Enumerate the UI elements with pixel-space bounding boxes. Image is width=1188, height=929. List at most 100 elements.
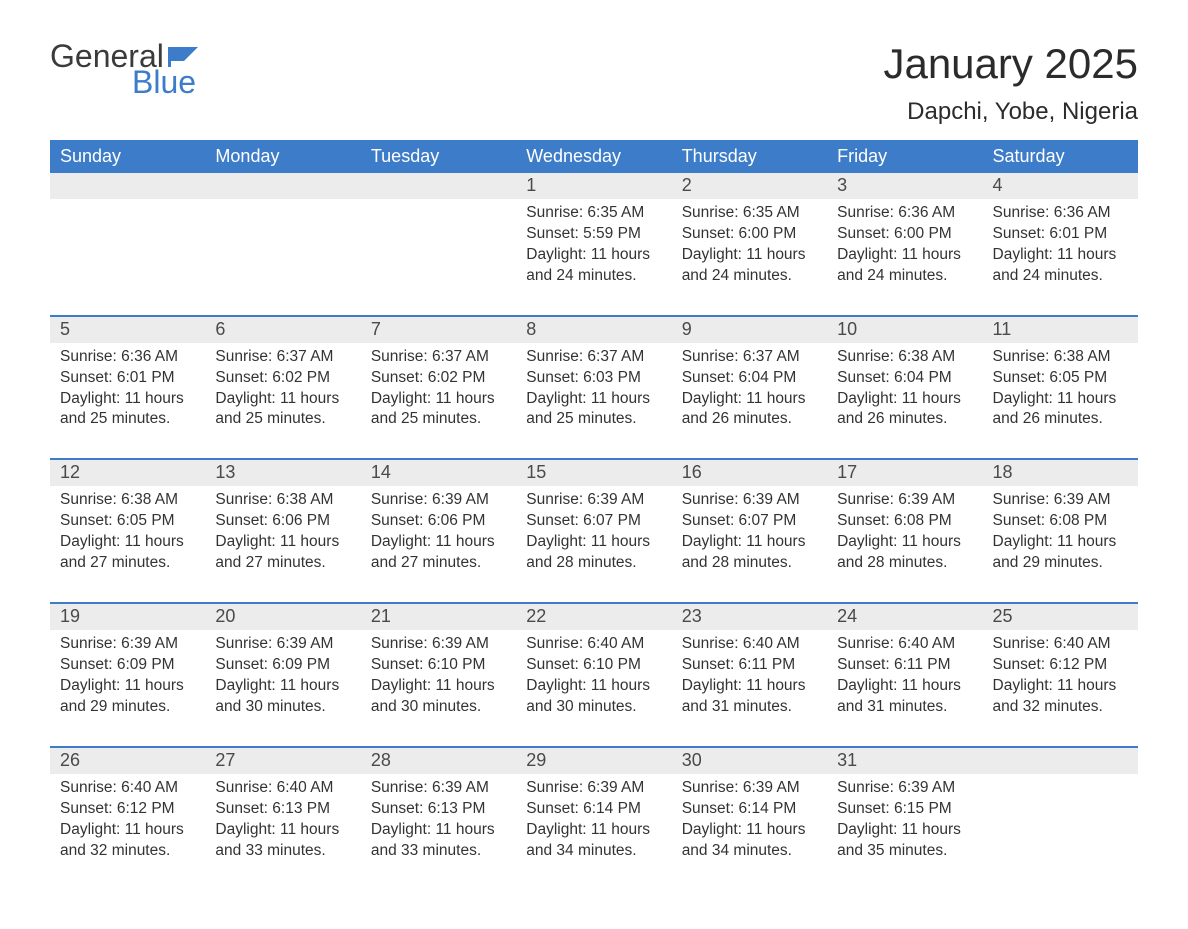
daylight-line: Daylight: 11 hours and 29 minutes. bbox=[993, 532, 1128, 574]
calendar-cell: 19Sunrise: 6:39 AMSunset: 6:09 PMDayligh… bbox=[50, 603, 205, 747]
calendar-cell: 29Sunrise: 6:39 AMSunset: 6:14 PMDayligh… bbox=[516, 747, 671, 890]
sunrise-line: Sunrise: 6:40 AM bbox=[993, 634, 1128, 655]
daynum-empty bbox=[50, 173, 205, 199]
sunset-line: Sunset: 6:06 PM bbox=[371, 511, 506, 532]
day-header: Thursday bbox=[672, 140, 827, 173]
calendar-cell: 7Sunrise: 6:37 AMSunset: 6:02 PMDaylight… bbox=[361, 316, 516, 460]
daynum: 27 bbox=[205, 748, 360, 774]
daylight-line: Daylight: 11 hours and 25 minutes. bbox=[526, 389, 661, 431]
sunset-line: Sunset: 6:11 PM bbox=[837, 655, 972, 676]
sunrise-line: Sunrise: 6:37 AM bbox=[526, 347, 661, 368]
daylight-line: Daylight: 11 hours and 26 minutes. bbox=[837, 389, 972, 431]
logo: General Blue bbox=[50, 40, 204, 98]
day-header: Wednesday bbox=[516, 140, 671, 173]
daynum: 16 bbox=[672, 460, 827, 486]
daynum: 6 bbox=[205, 317, 360, 343]
daynum: 26 bbox=[50, 748, 205, 774]
daybody: Sunrise: 6:39 AMSunset: 6:14 PMDaylight:… bbox=[516, 774, 671, 890]
daynum: 17 bbox=[827, 460, 982, 486]
sunrise-line: Sunrise: 6:37 AM bbox=[215, 347, 350, 368]
sunrise-line: Sunrise: 6:40 AM bbox=[526, 634, 661, 655]
daynum-empty bbox=[361, 173, 516, 199]
daybody: Sunrise: 6:39 AMSunset: 6:10 PMDaylight:… bbox=[361, 630, 516, 746]
daylight-line: Daylight: 11 hours and 30 minutes. bbox=[371, 676, 506, 718]
sunrise-line: Sunrise: 6:39 AM bbox=[371, 778, 506, 799]
sunset-line: Sunset: 6:00 PM bbox=[682, 224, 817, 245]
daybody: Sunrise: 6:40 AMSunset: 6:12 PMDaylight:… bbox=[50, 774, 205, 890]
daybody: Sunrise: 6:39 AMSunset: 6:07 PMDaylight:… bbox=[672, 486, 827, 602]
daybody: Sunrise: 6:35 AMSunset: 5:59 PMDaylight:… bbox=[516, 199, 671, 315]
daybody: Sunrise: 6:38 AMSunset: 6:05 PMDaylight:… bbox=[50, 486, 205, 602]
sunset-line: Sunset: 6:06 PM bbox=[215, 511, 350, 532]
daynum: 15 bbox=[516, 460, 671, 486]
daylight-line: Daylight: 11 hours and 25 minutes. bbox=[371, 389, 506, 431]
daynum-empty bbox=[205, 173, 360, 199]
calendar-cell: 25Sunrise: 6:40 AMSunset: 6:12 PMDayligh… bbox=[983, 603, 1138, 747]
daylight-line: Daylight: 11 hours and 24 minutes. bbox=[993, 245, 1128, 287]
sunset-line: Sunset: 6:01 PM bbox=[993, 224, 1128, 245]
sunrise-line: Sunrise: 6:39 AM bbox=[60, 634, 195, 655]
daylight-line: Daylight: 11 hours and 28 minutes. bbox=[837, 532, 972, 574]
sunset-line: Sunset: 6:15 PM bbox=[837, 799, 972, 820]
calendar-cell: 20Sunrise: 6:39 AMSunset: 6:09 PMDayligh… bbox=[205, 603, 360, 747]
sunrise-line: Sunrise: 6:39 AM bbox=[837, 778, 972, 799]
sunrise-line: Sunrise: 6:38 AM bbox=[837, 347, 972, 368]
daynum: 20 bbox=[205, 604, 360, 630]
calendar-cell: 9Sunrise: 6:37 AMSunset: 6:04 PMDaylight… bbox=[672, 316, 827, 460]
calendar-cell: 26Sunrise: 6:40 AMSunset: 6:12 PMDayligh… bbox=[50, 747, 205, 890]
calendar-cell: 14Sunrise: 6:39 AMSunset: 6:06 PMDayligh… bbox=[361, 459, 516, 603]
sunrise-line: Sunrise: 6:40 AM bbox=[837, 634, 972, 655]
daylight-line: Daylight: 11 hours and 24 minutes. bbox=[837, 245, 972, 287]
sunrise-line: Sunrise: 6:39 AM bbox=[371, 634, 506, 655]
sunset-line: Sunset: 6:12 PM bbox=[993, 655, 1128, 676]
daybody: Sunrise: 6:36 AMSunset: 6:01 PMDaylight:… bbox=[50, 343, 205, 459]
sunset-line: Sunset: 6:10 PM bbox=[371, 655, 506, 676]
daybody: Sunrise: 6:39 AMSunset: 6:13 PMDaylight:… bbox=[361, 774, 516, 890]
daylight-line: Daylight: 11 hours and 34 minutes. bbox=[682, 820, 817, 862]
day-header: Saturday bbox=[983, 140, 1138, 173]
location: Dapchi, Yobe, Nigeria bbox=[883, 98, 1138, 126]
daybody: Sunrise: 6:40 AMSunset: 6:12 PMDaylight:… bbox=[983, 630, 1138, 746]
sunrise-line: Sunrise: 6:39 AM bbox=[526, 490, 661, 511]
logo-word-blue: Blue bbox=[132, 66, 204, 98]
sunrise-line: Sunrise: 6:39 AM bbox=[526, 778, 661, 799]
daynum: 22 bbox=[516, 604, 671, 630]
daybody: Sunrise: 6:39 AMSunset: 6:06 PMDaylight:… bbox=[361, 486, 516, 602]
daybody: Sunrise: 6:40 AMSunset: 6:10 PMDaylight:… bbox=[516, 630, 671, 746]
daynum: 12 bbox=[50, 460, 205, 486]
sunset-line: Sunset: 6:08 PM bbox=[837, 511, 972, 532]
daynum: 9 bbox=[672, 317, 827, 343]
sunset-line: Sunset: 6:14 PM bbox=[526, 799, 661, 820]
sunrise-line: Sunrise: 6:39 AM bbox=[371, 490, 506, 511]
sunrise-line: Sunrise: 6:40 AM bbox=[682, 634, 817, 655]
calendar-cell bbox=[361, 173, 516, 316]
daynum: 21 bbox=[361, 604, 516, 630]
sunrise-line: Sunrise: 6:37 AM bbox=[371, 347, 506, 368]
sunset-line: Sunset: 6:08 PM bbox=[993, 511, 1128, 532]
calendar-week: 1Sunrise: 6:35 AMSunset: 5:59 PMDaylight… bbox=[50, 173, 1138, 316]
sunset-line: Sunset: 6:14 PM bbox=[682, 799, 817, 820]
daybody: Sunrise: 6:39 AMSunset: 6:08 PMDaylight:… bbox=[827, 486, 982, 602]
daybody-empty bbox=[983, 774, 1138, 884]
daylight-line: Daylight: 11 hours and 31 minutes. bbox=[837, 676, 972, 718]
daylight-line: Daylight: 11 hours and 27 minutes. bbox=[371, 532, 506, 574]
daylight-line: Daylight: 11 hours and 29 minutes. bbox=[60, 676, 195, 718]
daylight-line: Daylight: 11 hours and 24 minutes. bbox=[682, 245, 817, 287]
day-header: Tuesday bbox=[361, 140, 516, 173]
daylight-line: Daylight: 11 hours and 28 minutes. bbox=[682, 532, 817, 574]
calendar-cell: 12Sunrise: 6:38 AMSunset: 6:05 PMDayligh… bbox=[50, 459, 205, 603]
day-header: Monday bbox=[205, 140, 360, 173]
sunset-line: Sunset: 5:59 PM bbox=[526, 224, 661, 245]
daynum-empty bbox=[983, 748, 1138, 774]
calendar-cell bbox=[983, 747, 1138, 890]
daylight-line: Daylight: 11 hours and 30 minutes. bbox=[215, 676, 350, 718]
daylight-line: Daylight: 11 hours and 26 minutes. bbox=[993, 389, 1128, 431]
daynum: 18 bbox=[983, 460, 1138, 486]
sunrise-line: Sunrise: 6:36 AM bbox=[837, 203, 972, 224]
daylight-line: Daylight: 11 hours and 33 minutes. bbox=[215, 820, 350, 862]
calendar-cell: 1Sunrise: 6:35 AMSunset: 5:59 PMDaylight… bbox=[516, 173, 671, 316]
daynum: 10 bbox=[827, 317, 982, 343]
daylight-line: Daylight: 11 hours and 32 minutes. bbox=[60, 820, 195, 862]
daylight-line: Daylight: 11 hours and 31 minutes. bbox=[682, 676, 817, 718]
sunrise-line: Sunrise: 6:38 AM bbox=[60, 490, 195, 511]
